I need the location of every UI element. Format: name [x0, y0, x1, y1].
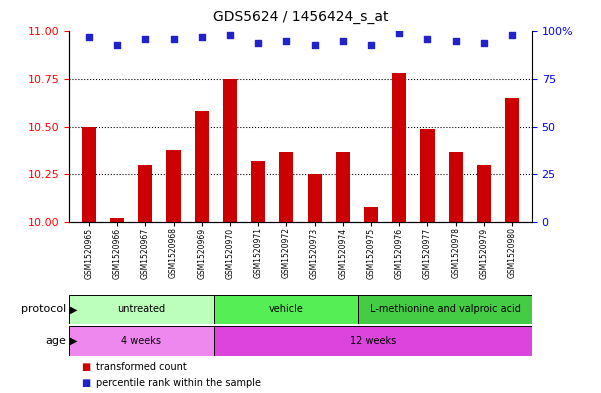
Point: [310, 42, 319, 48]
Text: 4 weeks: 4 weeks: [121, 336, 162, 346]
Bar: [364, 207, 378, 222]
Point: [169, 36, 178, 42]
Text: ■: ■: [81, 362, 90, 373]
Point: [479, 40, 489, 46]
Point: [338, 38, 347, 44]
Text: GSM1520976: GSM1520976: [395, 228, 404, 279]
Text: protocol: protocol: [21, 305, 66, 314]
Bar: [336, 152, 350, 222]
Bar: [421, 129, 435, 222]
Text: GSM1520969: GSM1520969: [197, 228, 206, 279]
Point: [197, 34, 207, 40]
Bar: [69, 295, 214, 324]
Bar: [477, 165, 491, 222]
Text: GSM1520977: GSM1520977: [423, 228, 432, 279]
Point: [282, 38, 291, 44]
Point: [112, 42, 122, 48]
Bar: [82, 127, 96, 222]
Point: [84, 34, 94, 40]
Text: percentile rank within the sample: percentile rank within the sample: [96, 378, 261, 388]
Text: GSM1520965: GSM1520965: [84, 228, 93, 279]
Bar: [392, 73, 406, 222]
Bar: [448, 152, 463, 222]
Bar: [505, 98, 519, 222]
Bar: [251, 161, 265, 222]
Point: [507, 32, 517, 39]
Bar: [166, 150, 180, 222]
Text: GSM1520979: GSM1520979: [480, 228, 489, 279]
Point: [225, 32, 235, 39]
Bar: [308, 174, 322, 222]
Bar: [214, 295, 358, 324]
Point: [451, 38, 460, 44]
Bar: [195, 112, 209, 222]
Text: GSM1520972: GSM1520972: [282, 228, 291, 279]
Text: GSM1520966: GSM1520966: [112, 228, 121, 279]
Text: GSM1520970: GSM1520970: [225, 228, 234, 279]
Bar: [223, 79, 237, 222]
Point: [366, 42, 376, 48]
Bar: [214, 326, 532, 356]
Text: ▶: ▶: [70, 336, 78, 346]
Bar: [69, 326, 214, 356]
Text: ▶: ▶: [70, 305, 78, 314]
Bar: [110, 218, 124, 222]
Text: 12 weeks: 12 weeks: [350, 336, 396, 346]
Point: [423, 36, 432, 42]
Text: GSM1520967: GSM1520967: [141, 228, 150, 279]
Text: GDS5624 / 1456424_s_at: GDS5624 / 1456424_s_at: [213, 10, 388, 24]
Text: vehicle: vehicle: [269, 305, 304, 314]
Text: GSM1520978: GSM1520978: [451, 228, 460, 279]
Text: GSM1520968: GSM1520968: [169, 228, 178, 279]
Text: GSM1520974: GSM1520974: [338, 228, 347, 279]
Text: GSM1520971: GSM1520971: [254, 228, 263, 279]
Point: [141, 36, 150, 42]
Text: age: age: [45, 336, 66, 346]
Bar: [138, 165, 153, 222]
Text: untreated: untreated: [117, 305, 165, 314]
Text: L-methionine and valproic acid: L-methionine and valproic acid: [370, 305, 520, 314]
Text: GSM1520975: GSM1520975: [367, 228, 376, 279]
Text: transformed count: transformed count: [96, 362, 187, 373]
Bar: [279, 152, 293, 222]
Point: [394, 30, 404, 37]
Text: ■: ■: [81, 378, 90, 388]
Text: GSM1520973: GSM1520973: [310, 228, 319, 279]
Bar: [358, 295, 532, 324]
Text: GSM1520980: GSM1520980: [508, 228, 517, 279]
Point: [254, 40, 263, 46]
